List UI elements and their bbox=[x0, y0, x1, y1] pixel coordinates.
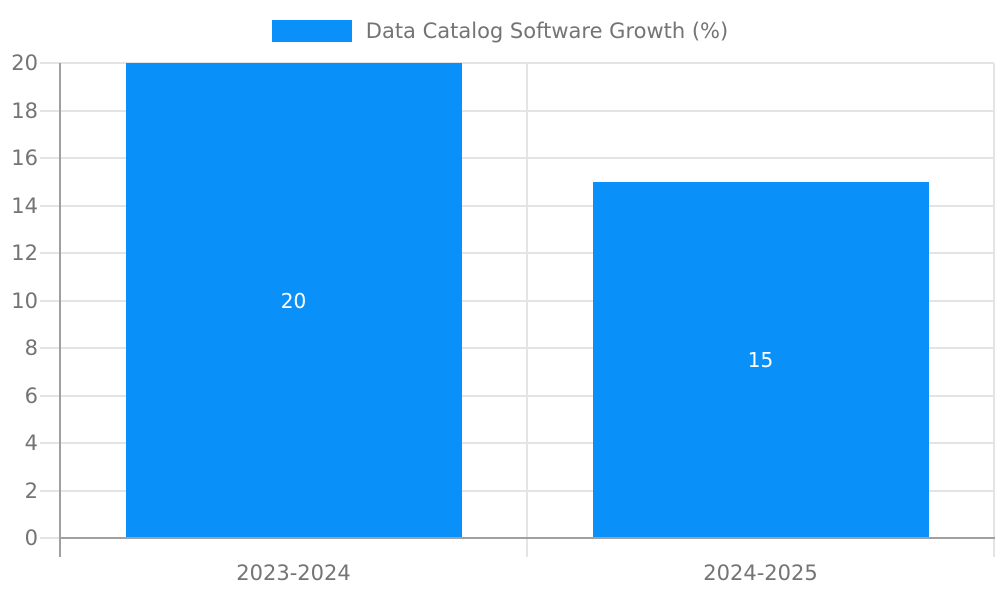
legend-series-label: Data Catalog Software Growth (%) bbox=[365, 19, 729, 43]
chart-legend[interactable]: Data Catalog Software Growth (%) bbox=[0, 19, 1000, 43]
y-tick-label: 14 bbox=[11, 193, 38, 218]
x-tick-label: 2023-2024 bbox=[236, 561, 351, 585]
legend-swatch bbox=[271, 20, 352, 42]
y-tick-label: 2 bbox=[24, 478, 38, 503]
y-tick-mark bbox=[40, 299, 60, 302]
y-tick-label: 6 bbox=[24, 383, 38, 408]
y-tick-mark bbox=[40, 537, 60, 539]
y-tick-label: 18 bbox=[11, 98, 38, 123]
category-boundary-line bbox=[993, 63, 995, 557]
y-tick-mark bbox=[40, 442, 60, 444]
y-tick-mark bbox=[40, 489, 60, 492]
y-tick-label: 20 bbox=[11, 51, 38, 75]
y-tick-mark bbox=[40, 347, 60, 349]
bar[interactable] bbox=[592, 181, 929, 538]
bar-value-label: 20 bbox=[280, 288, 307, 313]
category-boundary-line bbox=[526, 63, 528, 557]
y-tick-mark bbox=[40, 62, 60, 64]
y-tick-mark bbox=[40, 109, 60, 112]
y-tick-label: 12 bbox=[11, 241, 38, 265]
y-axis-line bbox=[59, 63, 61, 557]
bar[interactable] bbox=[125, 63, 462, 538]
y-tick-label: 16 bbox=[11, 146, 38, 170]
y-tick-label: 0 bbox=[24, 526, 38, 550]
y-tick-mark bbox=[40, 204, 60, 207]
y-tick-label: 10 bbox=[11, 288, 38, 313]
y-tick-mark bbox=[40, 157, 60, 159]
y-tick-mark bbox=[40, 252, 60, 254]
y-tick-label: 8 bbox=[24, 336, 38, 360]
y-tick-label: 4 bbox=[24, 431, 38, 455]
x-tick-label: 2024-2025 bbox=[703, 561, 818, 585]
bar-value-label: 15 bbox=[747, 347, 774, 372]
x-axis-line bbox=[59, 537, 995, 539]
y-tick-mark bbox=[40, 394, 60, 397]
